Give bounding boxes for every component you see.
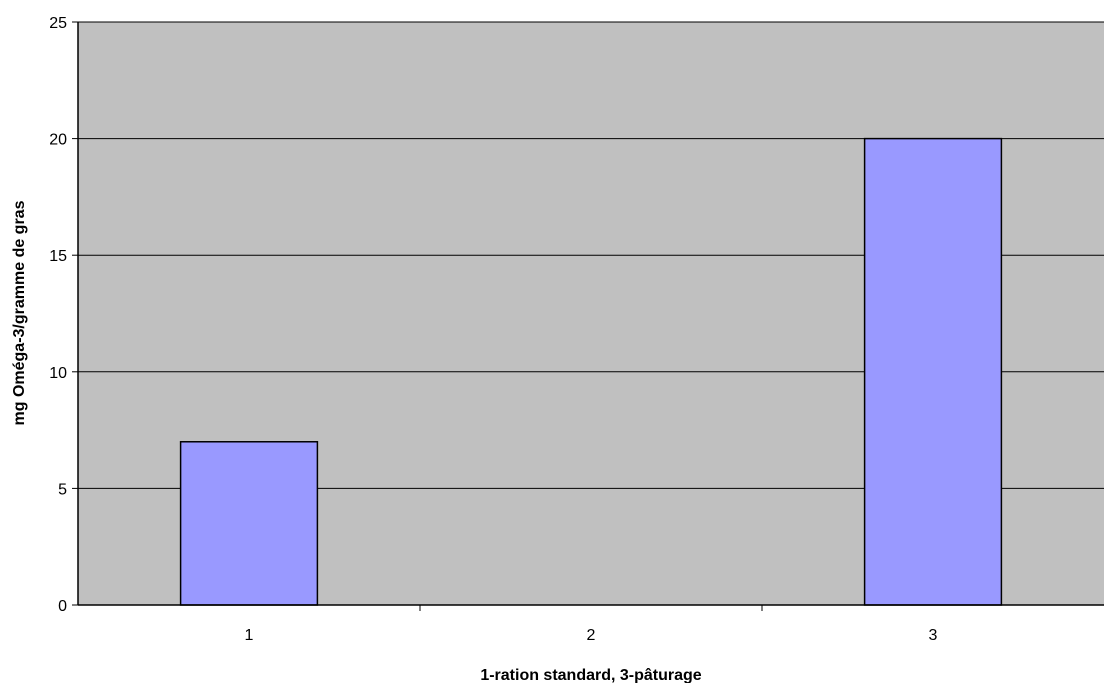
x-tick-labels: 1 2 3 (245, 627, 938, 644)
y-tick-label-20: 20 (49, 132, 67, 149)
y-tick-label-0: 0 (58, 598, 67, 615)
bar-3 (863, 137, 1003, 606)
y-axis-title: mg Oméga-3/gramme de gras (11, 200, 28, 425)
y-tick-label-25: 25 (49, 15, 67, 32)
x-tick-label-2: 2 (587, 627, 596, 644)
bars (179, 137, 1003, 606)
y-tick-labels: 0 5 10 15 20 25 (49, 15, 67, 615)
x-tick-label-3: 3 (929, 627, 938, 644)
y-tick-label-15: 15 (49, 248, 67, 265)
axes (72, 21, 1104, 611)
x-tick-label-1: 1 (245, 627, 254, 644)
x-axis-title: 1-ration standard, 3-pâturage (480, 667, 701, 683)
y-tick-label-5: 5 (58, 481, 67, 498)
bar-1 (179, 441, 319, 606)
y-tick-label-10: 10 (49, 365, 67, 382)
